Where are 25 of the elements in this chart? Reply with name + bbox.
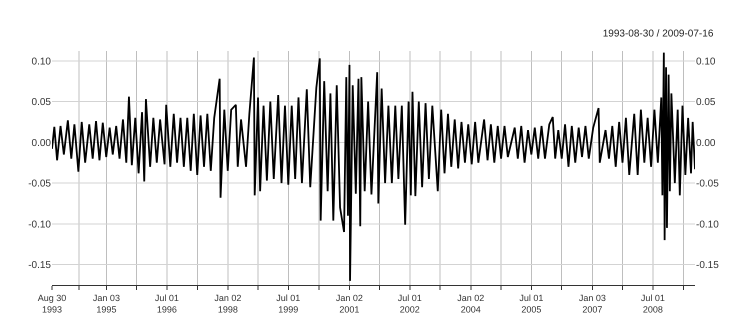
y2-tick-label: -0.05	[696, 178, 720, 190]
y2-tick-label: 0.00	[696, 138, 716, 149]
x-tick-label: Jul 01 2005	[519, 292, 544, 314]
y-tick-label: 0.00	[32, 138, 52, 149]
x-tick-label: Jan 02 2004	[457, 292, 484, 314]
y-tick-label: -0.15	[28, 260, 52, 272]
x-tick-label: Jul 01 1996	[154, 292, 179, 314]
y-tick-label: 0.05	[32, 97, 52, 108]
chart-title: 1993-08-30 / 2009-07-16	[602, 28, 714, 40]
x-tick-label: Jul 01 1999	[276, 292, 300, 314]
y-tick-label: -0.05	[28, 178, 52, 190]
y2-tick-label: 0.10	[696, 56, 716, 68]
y2-tick-label: -0.15	[696, 260, 720, 272]
y-tick-label: 0.10	[32, 56, 52, 68]
y-tick-label: -0.10	[28, 219, 52, 230]
x-tick-label: Aug 30 1993	[38, 292, 66, 314]
x-tick-label: Jul 01 2008	[640, 292, 665, 314]
y2-tick-label: -0.10	[696, 219, 720, 230]
x-tick-label: Jan 02 1998	[214, 292, 242, 314]
line-series	[52, 52, 695, 282]
x-tick-label: Jul 01 2002	[398, 292, 422, 314]
x-tick-label: Jan 02 2001	[336, 292, 363, 314]
y2-tick-label: 0.05	[696, 97, 716, 108]
x-tick-label: Jan 03 2007	[578, 292, 606, 314]
x-tick-label: Jan 03 1995	[92, 292, 120, 314]
